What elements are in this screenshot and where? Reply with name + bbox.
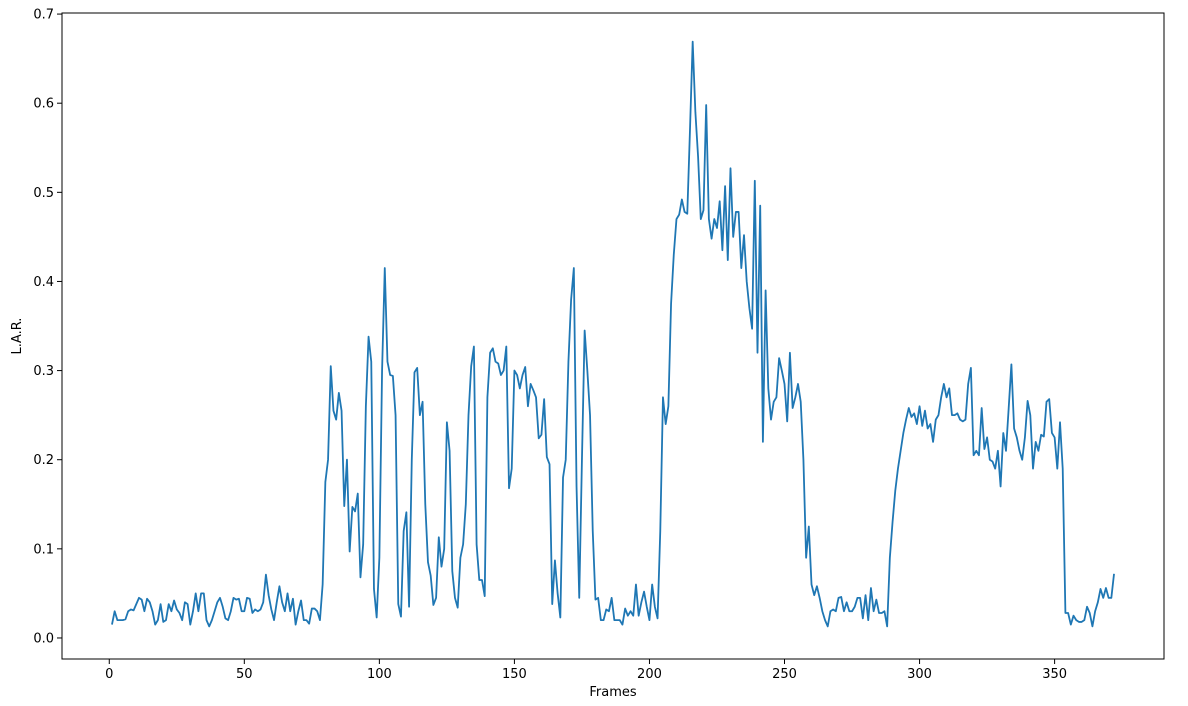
- y-tick-label: 0.4: [33, 275, 54, 290]
- x-tick-label: 200: [637, 667, 662, 682]
- y-tick-label: 0.5: [33, 186, 54, 201]
- axes-frame: [61, 12, 1165, 660]
- y-tick-label: 0.2: [33, 453, 54, 468]
- x-axis-label: Frames: [589, 685, 637, 700]
- x-tick-label: 350: [1042, 667, 1067, 682]
- x-tick-label: 0: [105, 667, 113, 682]
- x-tick-label: 150: [502, 667, 527, 682]
- data-line: [111, 40, 1115, 628]
- x-tick-label: 300: [907, 667, 932, 682]
- y-axis-label: L.A.R.: [10, 318, 25, 355]
- x-tick-label: 50: [236, 667, 253, 682]
- y-tick-label: 0.0: [33, 631, 54, 646]
- y-tick-label: 0.1: [33, 542, 54, 557]
- y-tick-label: 0.7: [33, 8, 54, 23]
- y-tick-label: 0.6: [33, 97, 54, 112]
- x-tick-label: 100: [367, 667, 392, 682]
- y-tick-label: 0.3: [33, 364, 54, 379]
- x-tick-label: 250: [772, 667, 797, 682]
